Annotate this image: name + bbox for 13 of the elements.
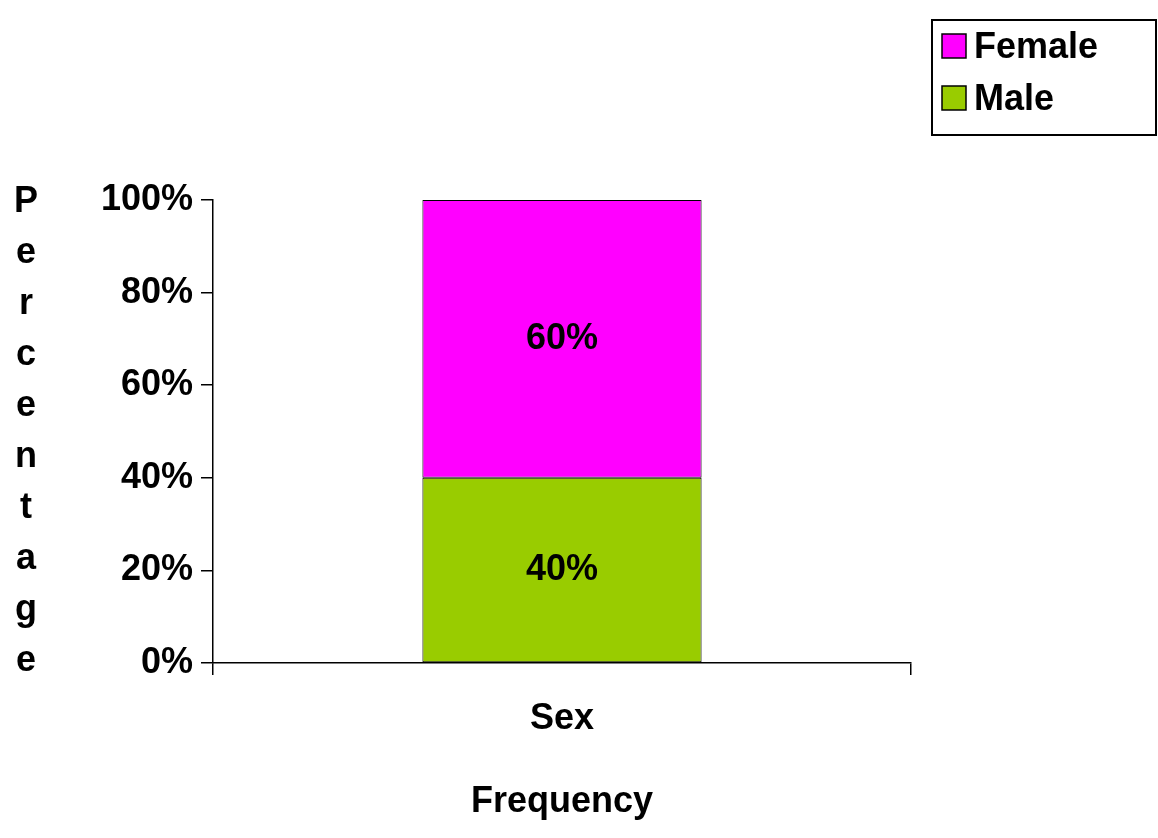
x-tick-label: Sex <box>529 695 595 737</box>
data-label: 60% <box>525 315 599 357</box>
y-tick-label: 0% <box>140 639 193 681</box>
y-tick-label: 40% <box>120 454 193 496</box>
y-tick-label: 100% <box>100 176 193 218</box>
x-axis-title: Frequency <box>470 779 654 821</box>
y-tick-label: 80% <box>120 269 193 311</box>
text: Percentage <box>13 178 39 679</box>
legend-label: Male <box>974 76 1055 118</box>
data-label: 40% <box>525 546 599 588</box>
y-tick-label: 60% <box>120 362 193 404</box>
legend-label: Female <box>974 24 1099 66</box>
y-tick-label: 20% <box>120 547 193 589</box>
